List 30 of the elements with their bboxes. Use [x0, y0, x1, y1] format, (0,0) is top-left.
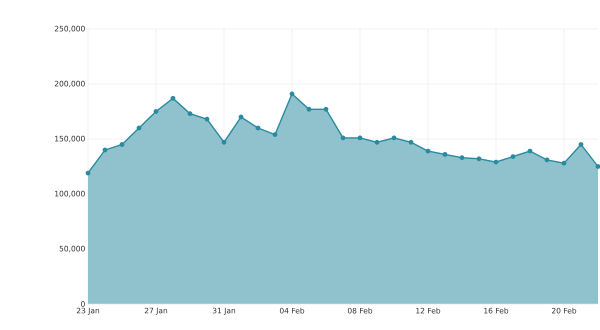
point [290, 92, 294, 96]
point [204, 116, 210, 122]
point [86, 170, 90, 176]
point [544, 158, 550, 162]
point [256, 126, 260, 130]
point [578, 142, 584, 147]
point [340, 136, 346, 140]
point [272, 132, 278, 137]
point [476, 156, 482, 162]
point [510, 154, 516, 159]
point [222, 140, 226, 145]
point [408, 140, 414, 145]
point [306, 106, 312, 112]
point [154, 109, 158, 114]
point [102, 148, 108, 152]
point [528, 148, 532, 154]
point [374, 140, 380, 145]
point [494, 160, 498, 164]
point [170, 96, 176, 101]
point [562, 160, 566, 166]
point [136, 126, 142, 130]
point [238, 114, 244, 120]
point [324, 106, 328, 112]
point [358, 136, 362, 140]
point [460, 155, 464, 160]
point [120, 142, 124, 147]
point [442, 152, 448, 157]
point [392, 136, 396, 140]
point [426, 148, 430, 154]
point [188, 111, 192, 116]
